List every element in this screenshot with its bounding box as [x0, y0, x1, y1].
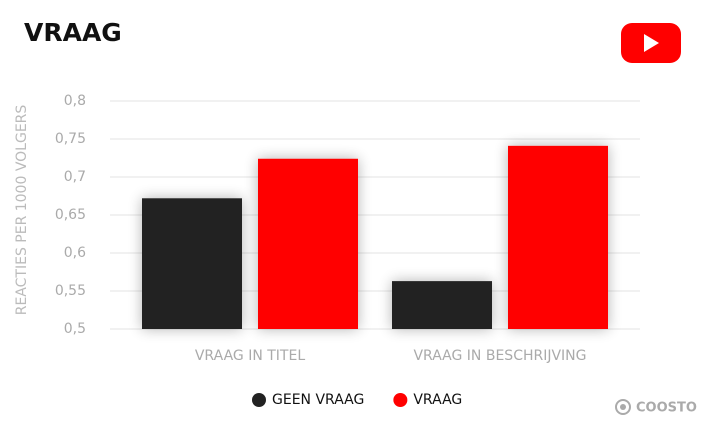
y-axis-label: REACTIES PER 1000 VOLGERS — [14, 105, 30, 316]
y-tick-label: 0,7 — [64, 169, 86, 185]
legend-label: GEEN VRAAG — [272, 392, 364, 408]
bar — [258, 158, 358, 329]
y-tick-label: 0,8 — [64, 93, 86, 109]
chart-title: VRAAG — [24, 18, 122, 47]
bar — [508, 145, 608, 329]
bar — [142, 198, 242, 329]
brand-text: COOSTO — [636, 401, 697, 416]
bar — [392, 281, 492, 329]
x-tick-label: VRAAG IN TITEL — [195, 348, 305, 364]
y-tick-label: 0,6 — [64, 245, 86, 261]
brand-logo — [615, 399, 631, 415]
y-tick-label: 0,55 — [55, 283, 86, 299]
legend-label: VRAAG — [413, 392, 462, 408]
youtube-icon — [621, 23, 681, 63]
legend-marker — [393, 393, 408, 407]
x-tick-label: VRAAG IN BESCHRIJVING — [413, 348, 586, 364]
y-tick-label: 0,5 — [64, 321, 86, 337]
y-tick-label: 0,75 — [55, 131, 86, 147]
y-tick-label: 0,65 — [55, 207, 86, 223]
legend-marker — [252, 393, 266, 407]
